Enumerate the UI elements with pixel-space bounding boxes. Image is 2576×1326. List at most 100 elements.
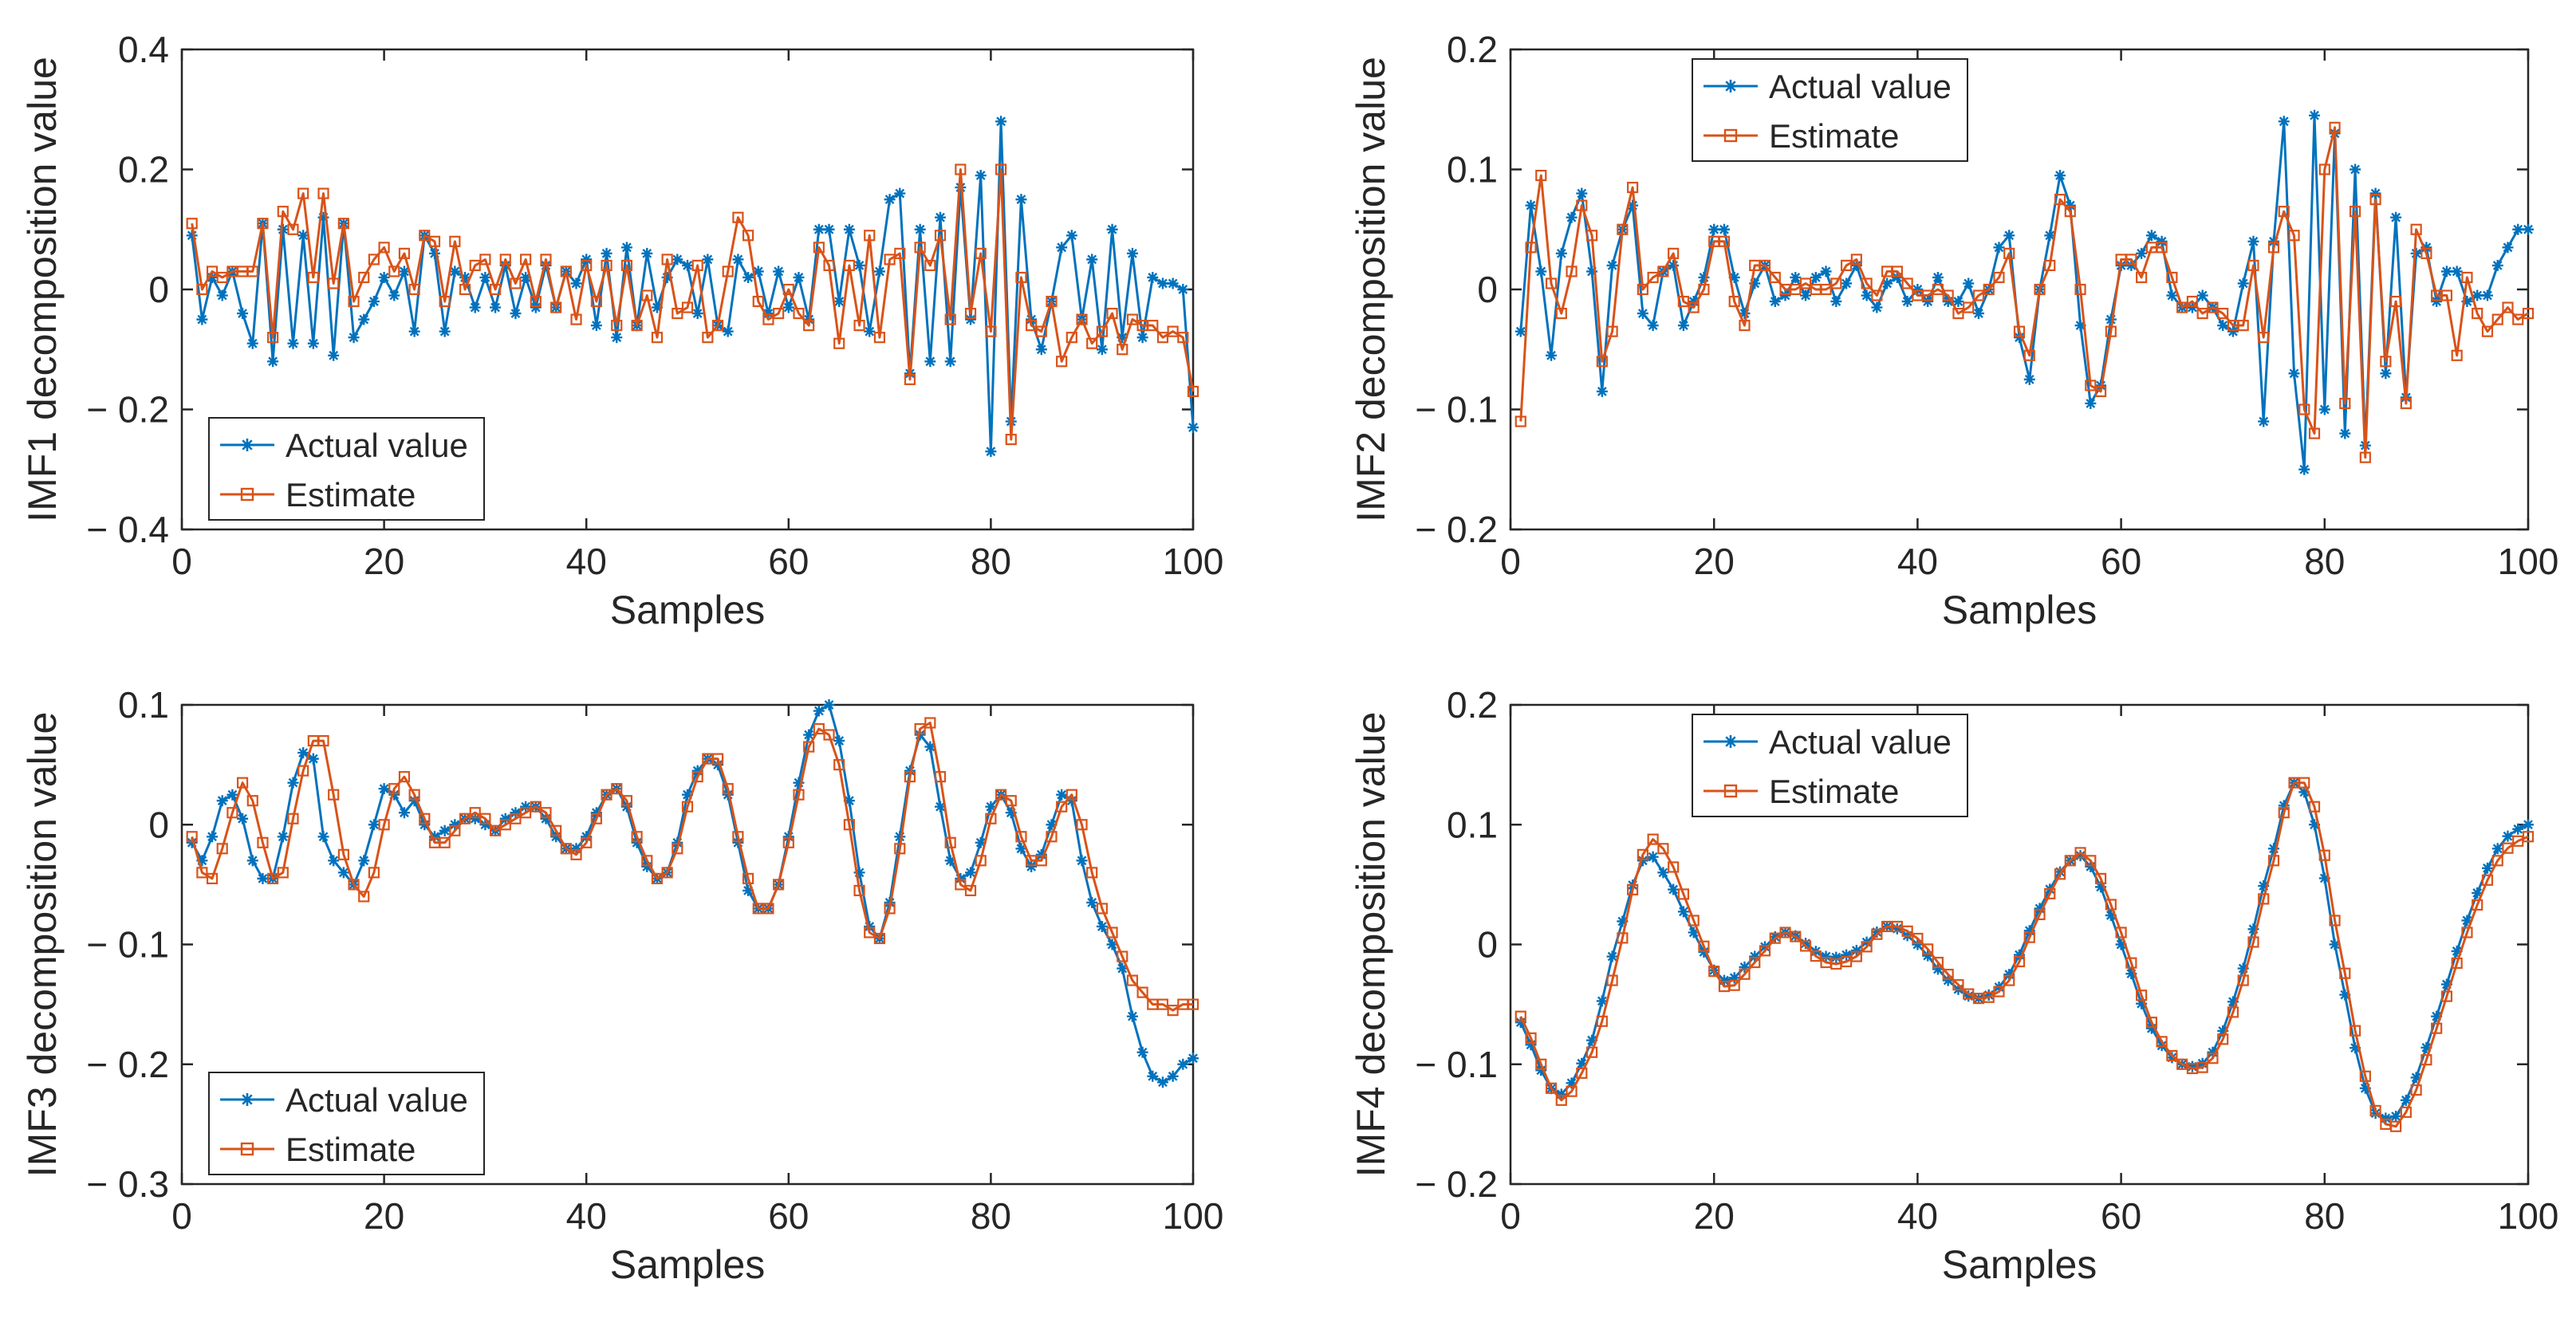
data-point (2054, 866, 2066, 878)
data-point (2512, 223, 2524, 235)
data-point (2023, 373, 2035, 385)
data-point (853, 867, 865, 879)
data-point (2105, 899, 2117, 911)
data-point (1555, 308, 1567, 320)
data-point (2237, 320, 2249, 332)
data-point (2094, 385, 2107, 398)
data-point (722, 783, 734, 795)
y-tick-label: 0 (148, 269, 169, 310)
data-point (1739, 320, 1751, 332)
data-point (287, 223, 299, 235)
data-point (520, 807, 532, 819)
data-point (955, 163, 967, 175)
data-point (2054, 868, 2066, 880)
data-point (1739, 961, 1751, 973)
data-point (1546, 349, 1558, 361)
data-point (2472, 899, 2483, 911)
data-point (1126, 313, 1139, 325)
data-point (2186, 295, 2199, 308)
data-point (631, 836, 643, 848)
y-tick-label: − 0.1 (1415, 1044, 1498, 1085)
data-point (2237, 962, 2249, 974)
data-point (510, 807, 522, 819)
data-point (773, 266, 785, 277)
data-point (287, 337, 299, 349)
y-tick-label: − 0.2 (86, 389, 169, 431)
data-point (1015, 271, 1027, 284)
data-point (1891, 923, 1903, 934)
data-point (985, 446, 997, 458)
data-point (682, 789, 693, 801)
data-point (2298, 777, 2310, 789)
data-point (641, 860, 653, 872)
data-point (864, 920, 876, 932)
data-point (2309, 819, 2321, 831)
data-point (2014, 949, 2025, 961)
data-point (1677, 906, 1689, 918)
data-point (1606, 259, 1618, 271)
legend-marker (241, 1093, 254, 1106)
data-point (1668, 259, 1680, 271)
data-point (479, 819, 491, 831)
x-tick-label: 40 (1897, 1195, 1938, 1237)
data-point (2461, 296, 2473, 308)
data-point (1850, 945, 1862, 957)
data-point (1627, 883, 1639, 895)
data-point (398, 807, 410, 819)
data-point (1657, 843, 1669, 855)
data-point (1749, 277, 1761, 289)
legend-marker (1723, 128, 1738, 143)
chart-imf4: 0 20 40 60 80 100 − 0.2 − 0.1 0 0.1 0.2 Samples IMF4… (1349, 684, 2558, 1287)
data-point (469, 259, 481, 271)
data-point (995, 163, 1007, 175)
data-point (510, 813, 522, 824)
data-point (439, 824, 451, 836)
data-point (2359, 1070, 2371, 1082)
data-point (752, 295, 764, 308)
data-point (722, 266, 734, 277)
data-point (1677, 295, 1690, 308)
data-point (1046, 831, 1058, 843)
data-point (2136, 997, 2148, 1009)
legend: Actual value Estimate (208, 1072, 485, 1175)
data-point (2359, 1082, 2371, 1094)
data-point (2247, 936, 2259, 948)
data-point (1739, 308, 1751, 320)
data-point (2350, 1042, 2361, 1054)
data-point (237, 813, 249, 824)
data-point (2247, 259, 2259, 271)
data-point (581, 831, 593, 843)
data-point (2329, 915, 2341, 927)
data-point (1932, 963, 1944, 975)
data-point (2115, 927, 2127, 938)
data-point (1627, 181, 1639, 194)
data-point (2481, 325, 2494, 337)
data-point (2400, 397, 2412, 410)
data-point (853, 259, 865, 271)
data-point (1637, 848, 1648, 860)
data-point (267, 356, 279, 368)
data-point (1126, 247, 1138, 259)
data-point (1759, 259, 1771, 271)
data-point (186, 230, 198, 242)
data-point (1993, 242, 2005, 254)
data-point (186, 831, 198, 843)
data-point (924, 259, 936, 271)
data-point (964, 308, 977, 320)
data-point (246, 855, 258, 867)
data-point (2125, 957, 2137, 969)
y-tick-label: 0.2 (118, 149, 169, 191)
data-point (833, 759, 845, 771)
data-point (803, 729, 815, 741)
y-axis-label: IMF1 decomposition value (20, 57, 65, 522)
data-point (2207, 301, 2219, 313)
data-point (611, 332, 623, 344)
data-point (1005, 434, 1017, 446)
data-point (1617, 223, 1629, 235)
data-point (1136, 986, 1148, 998)
data-point (2074, 850, 2086, 862)
data-point (449, 235, 461, 247)
data-point (307, 337, 319, 349)
chart-imf1: 0 20 40 60 80 100 − 0.4 − 0.2 0 0.2 0.4 Samples IMF1… (20, 29, 1223, 632)
x-tick-label: 80 (971, 541, 1011, 582)
